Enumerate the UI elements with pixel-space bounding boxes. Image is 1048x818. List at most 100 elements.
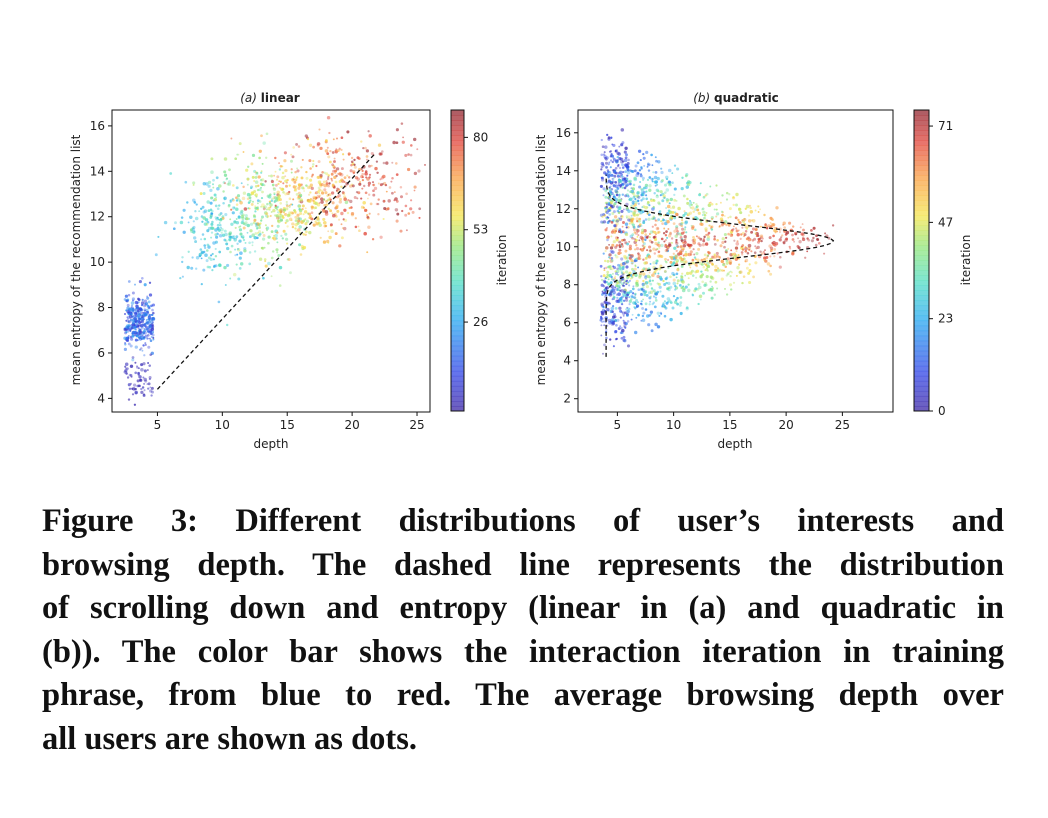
scatter-point: [709, 280, 712, 283]
scatter-point: [349, 169, 353, 173]
scatter-point: [606, 170, 610, 174]
scatter-point: [682, 194, 686, 198]
scatter-point: [778, 265, 782, 269]
scatter-point: [732, 281, 736, 284]
scatter-point: [282, 208, 286, 212]
scatter-point: [669, 317, 673, 322]
scatter-point: [701, 280, 705, 284]
scatter-point: [207, 184, 211, 188]
scatter-point: [652, 205, 655, 208]
scatter-point: [723, 215, 726, 217]
scatter-point: [661, 192, 665, 196]
scatter-point: [641, 206, 644, 209]
scatter-point: [201, 251, 205, 255]
scatter-point: [282, 216, 285, 219]
scatter-point: [290, 153, 293, 156]
colorbar-segment: [914, 375, 929, 382]
scatter-point: [602, 187, 606, 191]
scatter-point: [672, 281, 677, 286]
scatter-point: [673, 164, 677, 167]
scatter-point: [275, 248, 279, 252]
scatter-point: [712, 255, 716, 259]
scatter-point: [812, 226, 816, 230]
scatter-point: [781, 234, 784, 237]
scatter-point: [130, 301, 135, 305]
scatter-point: [636, 194, 640, 199]
scatter-point: [244, 241, 247, 244]
scatter-point: [615, 219, 619, 223]
scatter-point: [686, 201, 690, 205]
scatter-point: [218, 263, 222, 268]
scatter-point: [615, 299, 619, 303]
scatter-point: [614, 254, 617, 257]
scatter-point: [146, 337, 149, 340]
scatter-point: [186, 201, 189, 204]
scatter-point: [610, 137, 613, 140]
scatter-point: [624, 179, 628, 183]
scatter-point: [642, 283, 646, 287]
scatter-point: [700, 258, 704, 262]
colorbar-segment: [914, 390, 929, 397]
scatter-point: [710, 220, 713, 223]
scatter-point: [273, 174, 276, 177]
scatter-point: [364, 208, 368, 212]
scatter-point: [251, 153, 256, 158]
scatter-point: [144, 302, 147, 305]
scatter-point: [655, 226, 660, 231]
scatter-point: [610, 173, 614, 177]
scatter-point: [599, 315, 603, 319]
scatter-point: [232, 272, 237, 277]
scatter-point: [796, 245, 800, 248]
scatter-point: [658, 267, 662, 271]
scatter-point: [654, 248, 658, 252]
scatter-point: [342, 158, 345, 161]
scatter-point: [385, 190, 388, 193]
scatter-point: [654, 322, 658, 327]
scatter-point: [341, 191, 345, 194]
scatter-point: [603, 324, 606, 327]
scatter-point: [623, 339, 627, 343]
scatter-point: [662, 194, 666, 198]
scatter-point: [728, 271, 731, 274]
scatter-point: [212, 199, 215, 202]
colorbar-segment: [451, 280, 464, 286]
scatter-point: [654, 180, 658, 184]
scatter-point: [314, 201, 319, 206]
scatter-point: [626, 309, 630, 314]
scatter-point: [140, 368, 144, 372]
scatter-point: [279, 180, 282, 183]
scatter-point: [640, 287, 644, 291]
scatter-point: [632, 183, 636, 187]
scatter-point: [143, 389, 146, 392]
scatter-point: [253, 236, 257, 240]
scatter-point: [618, 280, 622, 284]
scatter-point: [713, 237, 716, 241]
scatter-point: [654, 292, 659, 296]
colorbar-segment: [914, 340, 929, 347]
scatter-point: [266, 208, 268, 211]
scatter-point: [127, 383, 131, 387]
scatter-point: [143, 299, 147, 303]
scatter-point: [330, 179, 334, 182]
scatter-point: [223, 238, 227, 242]
scatter-point: [804, 256, 807, 259]
scatter-point: [693, 238, 697, 242]
scatter-point: [191, 226, 195, 230]
scatter-point: [258, 226, 262, 229]
colorbar-segment: [451, 395, 464, 402]
scatter-point: [612, 169, 615, 172]
scatter-point: [643, 293, 647, 297]
scatter-point: [148, 318, 151, 321]
scatter-point: [610, 259, 614, 262]
scatter-point: [705, 256, 709, 260]
scatter-point: [261, 237, 266, 241]
scatter-point: [617, 184, 621, 187]
scatter-point: [631, 287, 635, 291]
scatter-point: [715, 208, 718, 211]
scatter-point: [254, 180, 259, 184]
colorbar-segment: [451, 240, 464, 246]
scatter-point: [330, 172, 334, 176]
scatter-point: [690, 269, 694, 273]
scatter-point: [149, 332, 153, 336]
scatter-point: [263, 258, 267, 261]
